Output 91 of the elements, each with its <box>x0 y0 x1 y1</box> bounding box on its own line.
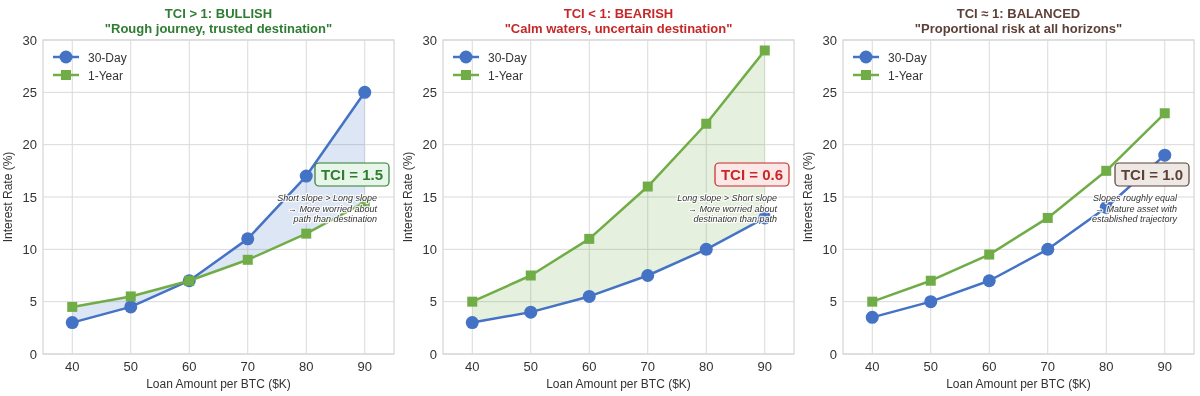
chart-title: TCI > 1: BULLISH <box>164 6 273 21</box>
chart-subtitle: "Proportional risk at all horizons" <box>914 21 1123 36</box>
y-tick-label: 30 <box>422 32 437 48</box>
y-axis-title: Interest Rate (%) <box>401 151 415 243</box>
x-tick-label: 80 <box>1099 359 1114 374</box>
x-axis-title: Loan Amount per BTC ($K) <box>546 377 691 391</box>
annotation: TCI = 1.0 <box>1120 166 1184 183</box>
point <box>582 289 596 303</box>
point <box>924 295 938 309</box>
x-tick-label: 70 <box>240 359 255 374</box>
x-tick-label: 80 <box>699 359 714 374</box>
point <box>242 254 253 265</box>
point <box>125 291 136 302</box>
y-tick-label: 30 <box>22 32 37 48</box>
point <box>524 305 538 319</box>
point <box>467 296 478 307</box>
point <box>124 300 138 314</box>
point <box>1101 165 1112 176</box>
x-tick-label: 60 <box>582 359 597 374</box>
y-tick-label: 10 <box>422 241 437 257</box>
point <box>759 45 770 56</box>
annotation: TCI = 0.6 <box>720 166 784 183</box>
legend-label: 30-Day <box>488 50 527 65</box>
point <box>982 274 996 288</box>
point <box>1158 148 1172 162</box>
annotation: TCI = 1.5 <box>320 166 384 183</box>
point <box>1041 242 1055 256</box>
y-tick-label: 15 <box>822 189 837 205</box>
y-tick-label: 10 <box>822 241 837 257</box>
point <box>67 301 78 312</box>
point <box>867 296 878 307</box>
x-tick-label: 40 <box>65 359 80 374</box>
point <box>925 275 936 286</box>
legend-label: 1-Year <box>88 68 123 83</box>
point <box>241 232 255 246</box>
point <box>584 233 595 244</box>
y-tick-label: 0 <box>29 346 37 362</box>
point <box>984 249 995 260</box>
y-tick-label: 25 <box>422 84 437 100</box>
y-tick-label: 20 <box>822 137 837 153</box>
point <box>865 310 879 324</box>
y-tick-label: 15 <box>22 189 37 205</box>
y-tick-label: 15 <box>422 189 437 205</box>
legend-label: 1-Year <box>888 68 923 83</box>
x-axis-title: Loan Amount per BTC ($K) <box>146 377 291 391</box>
y-tick-label: 20 <box>22 137 37 153</box>
point <box>699 242 713 256</box>
x-tick-label: 60 <box>982 359 997 374</box>
point <box>701 118 712 129</box>
point <box>465 316 479 330</box>
y-tick-label: 5 <box>829 294 837 310</box>
x-tick-label: 50 <box>923 359 938 374</box>
chart-title: TCI < 1: BEARISH <box>563 6 674 21</box>
x-tick-label: 90 <box>1157 359 1172 374</box>
x-tick-label: 50 <box>523 359 538 374</box>
y-tick-label: 0 <box>429 346 437 362</box>
point <box>642 181 653 192</box>
y-axis-title: Interest Rate (%) <box>1 151 15 243</box>
y-tick-label: 25 <box>22 84 37 100</box>
x-tick-label: 90 <box>357 359 372 374</box>
chart-subtitle: "Calm waters, uncertain destination" <box>504 21 733 36</box>
y-tick-label: 5 <box>429 294 437 310</box>
point <box>1042 212 1053 223</box>
point <box>358 85 372 99</box>
y-axis-title: Interest Rate (%) <box>801 151 815 243</box>
x-tick-label: 70 <box>640 359 655 374</box>
y-tick-label: 20 <box>422 137 437 153</box>
legend-label: 1-Year <box>488 68 523 83</box>
y-tick-label: 10 <box>22 241 37 257</box>
x-axis-title: Loan Amount per BTC ($K) <box>946 377 1091 391</box>
y-tick-label: 5 <box>29 294 37 310</box>
chart-title: TCI ≈ 1: BALANCED <box>956 6 1081 21</box>
y-tick-label: 30 <box>822 32 837 48</box>
y-tick-label: 0 <box>829 346 837 362</box>
x-tick-label: 50 <box>123 359 138 374</box>
point <box>301 228 312 239</box>
point <box>525 270 536 281</box>
legend-label: 30-Day <box>888 50 927 65</box>
point <box>641 269 655 282</box>
y-tick-label: 25 <box>822 84 837 100</box>
x-tick-label: 40 <box>865 359 880 374</box>
x-tick-label: 80 <box>299 359 314 374</box>
x-tick-label: 90 <box>757 359 772 374</box>
point <box>299 169 313 183</box>
legend-label: 30-Day <box>88 50 127 65</box>
x-tick-label: 60 <box>182 359 197 374</box>
chart-subtitle: "Rough journey, trusted destination" <box>104 21 333 36</box>
point <box>1159 108 1170 119</box>
x-tick-label: 70 <box>1040 359 1055 374</box>
x-tick-label: 40 <box>465 359 480 374</box>
point <box>65 316 79 330</box>
